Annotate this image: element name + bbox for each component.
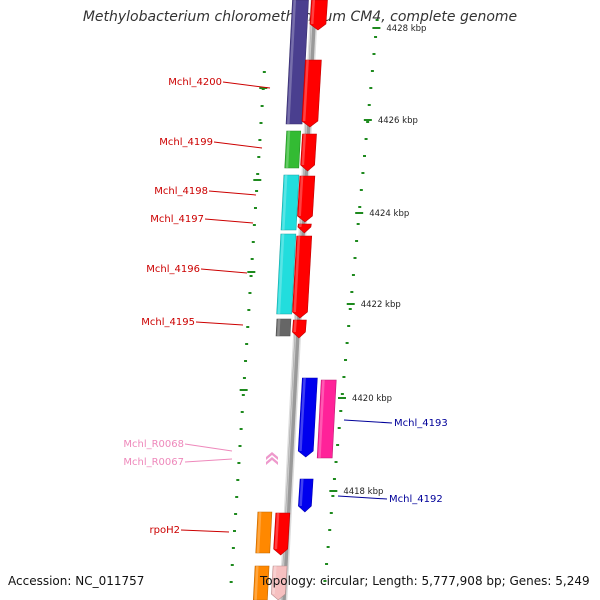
gene-Mchl_4193-pair-shape (316, 379, 337, 459)
leader-Mchl_4200 (222, 81, 271, 89)
gene-Mchl_4199-highlight (285, 131, 291, 168)
leader-Mchl_4192 (337, 495, 388, 500)
gene-red-7-shape (292, 319, 307, 339)
label-Mchl_4199: Mchl_4199 (159, 137, 213, 148)
genome-summary-text: Topology: circular; Length: 5,777,908 bp… (260, 574, 590, 588)
kbp-4418-label: 4418 kbp (343, 487, 383, 497)
gene-Mchl_4195-highlight (277, 319, 281, 336)
gene-features (252, 0, 337, 600)
label-Mchl_4196: Mchl_4196 (146, 264, 200, 275)
leader-Mchl_4193 (343, 419, 393, 424)
leader-Mchl_4195 (195, 321, 244, 326)
leader-rpoH2 (180, 529, 230, 533)
gene-rpoH2-partner (252, 565, 270, 600)
gene-red-5 (297, 223, 312, 234)
gene-red-9 (270, 565, 288, 600)
label-Mchl_4200: Mchl_4200 (168, 77, 222, 88)
gene-red-6-highlight (293, 236, 301, 312)
label-Mchl_R0067: Mchl_R0067 (123, 457, 184, 468)
gene-red-8 (273, 512, 291, 556)
gene-Mchl_4193-shape (297, 377, 318, 458)
gene-rpoH2-highlight (256, 512, 262, 553)
gene-red-3-shape (300, 133, 317, 172)
leader-Mchl_4199 (213, 141, 263, 149)
gene-Mchl_4192-highlight (299, 479, 304, 506)
gene-red-7 (292, 319, 307, 339)
gene-red-1 (309, 0, 328, 31)
gene-red-2 (301, 59, 322, 128)
leader-Mchl_4196 (200, 268, 248, 274)
gene-Mchl_4196-highlight (277, 234, 285, 314)
label-Mchl_4193: Mchl_4193 (394, 418, 448, 429)
gene-red-8-highlight (274, 513, 280, 549)
scale-ticks: 4428 kbp 4426 kbp 4424 kbp 4422 kbp 4420 kbp… (229, 19, 426, 583)
gene-Mchl_4200 (285, 0, 309, 125)
gene-red-1-shape (309, 0, 328, 31)
label-rpoH2: rpoH2 (150, 525, 180, 536)
gene-red-6-shape (292, 235, 313, 319)
kbp-4422-label: 4422 kbp (361, 300, 401, 310)
gene-red-9-shape (270, 565, 288, 600)
gene-Mchl_4195 (275, 318, 292, 337)
leader-Mchl_4197 (204, 218, 254, 224)
kbp-4424-label: 4424 kbp (369, 209, 409, 219)
gene-Mchl_4199 (284, 130, 302, 169)
gene-red-6 (292, 235, 313, 319)
leader-Mchl_R0068 (184, 443, 233, 452)
gene-Mchl_4199-shape (284, 130, 302, 169)
gene-red-8-shape (273, 512, 291, 556)
accession-text: Accession: NC_011757 (8, 574, 145, 588)
label-Mchl_R0068: Mchl_R0068 (123, 439, 184, 450)
gene-red-2-highlight (302, 60, 309, 121)
kbp-4426-label: 4426 kbp (378, 116, 418, 126)
gene-Mchl_4193 (297, 377, 318, 458)
gene-rpoH2-partner-shape (252, 565, 270, 600)
gene-Mchl_4196 (276, 233, 297, 315)
gene-Mchl_4198 (280, 174, 300, 231)
gene-Mchl_4193-pair (316, 379, 337, 459)
gene-rpoH2 (255, 511, 273, 554)
label-Mchl_4192: Mchl_4192 (389, 494, 443, 505)
gene-Mchl_4198-shape (280, 174, 300, 231)
leader-Mchl_R0067 (184, 458, 233, 463)
gene-rpoH2-shape (255, 511, 273, 554)
gene-red-7-highlight (293, 320, 297, 332)
gene-Mchl_4192-shape (298, 478, 314, 513)
gene-labels: Mchl_4200 Mchl_4199 Mchl_4198 Mchl_4197 Mchl… (123, 77, 447, 536)
gene-rpoH2-partner-highlight (254, 566, 259, 600)
gene-red-1-highlight (310, 0, 315, 24)
gene-red-3-highlight (301, 134, 307, 165)
gene-red-4 (297, 175, 316, 223)
rna-Mchl_R0067 (266, 457, 278, 465)
leader-Mchl_4198 (208, 190, 257, 196)
gene-red-4-highlight (298, 176, 304, 216)
kbp-4428-label: 4428 kbp (386, 24, 426, 34)
gene-red-9-highlight (272, 566, 277, 594)
gene-Mchl_4198-highlight (282, 175, 288, 230)
kbp-4420-label: 4420 kbp (352, 394, 392, 404)
gene-Mchl_4192 (298, 478, 314, 513)
label-Mchl_4197: Mchl_4197 (150, 214, 204, 225)
gene-Mchl_4200-shape (285, 0, 309, 125)
label-Mchl_4198: Mchl_4198 (154, 186, 208, 197)
gene-Mchl_4193-highlight (299, 378, 306, 451)
gene-Mchl_4195-shape (275, 318, 292, 337)
gene-Mchl_4196-shape (276, 233, 297, 315)
rna-Mchl_R0068 (266, 452, 278, 460)
gene-red-5-shape (297, 223, 312, 234)
gene-red-3 (300, 133, 317, 172)
gene-Mchl_4193-pair-highlight (318, 380, 325, 458)
gene-red-2-shape (301, 59, 322, 128)
gene-red-4-shape (297, 175, 316, 223)
gene-red-5-highlight (298, 224, 302, 227)
label-Mchl_4195: Mchl_4195 (141, 317, 195, 328)
gene-Mchl_4200-highlight (287, 0, 296, 124)
